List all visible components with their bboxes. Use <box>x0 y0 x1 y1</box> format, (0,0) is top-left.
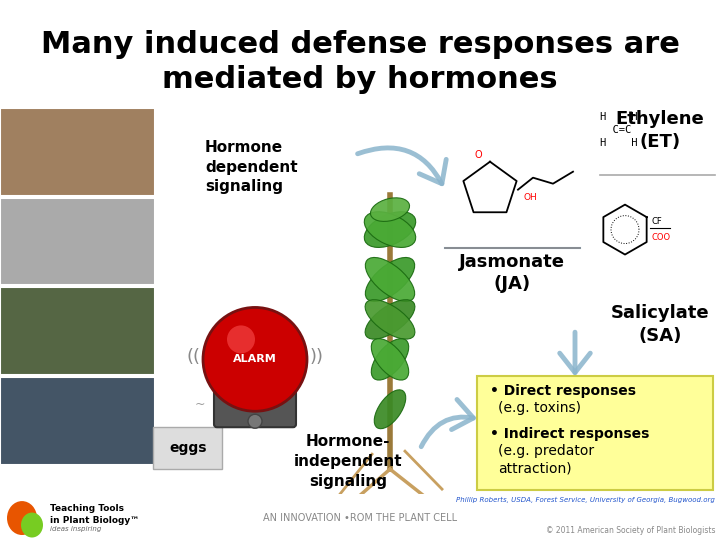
Ellipse shape <box>372 339 409 380</box>
Ellipse shape <box>7 501 37 535</box>
Ellipse shape <box>372 339 409 380</box>
FancyArrowPatch shape <box>559 332 590 373</box>
Text: Ethylene
(ET): Ethylene (ET) <box>616 110 704 151</box>
Text: • Direct responses: • Direct responses <box>490 384 636 399</box>
Text: ((: (( <box>186 348 200 366</box>
Text: ~: ~ <box>194 398 205 411</box>
FancyBboxPatch shape <box>477 376 713 490</box>
Bar <box>0 287 155 375</box>
Circle shape <box>203 307 307 411</box>
Text: Phillip Roberts, USDA, Forest Service, University of Georgia, Bugwood.org: Phillip Roberts, USDA, Forest Service, U… <box>456 497 715 503</box>
Ellipse shape <box>364 212 415 247</box>
Text: ALARM: ALARM <box>233 354 277 364</box>
Text: © 2011 American Society of Plant Biologists: © 2011 American Society of Plant Biologi… <box>546 526 715 535</box>
Text: Hormone
dependent
signaling: Hormone dependent signaling <box>205 140 297 194</box>
Text: • Indirect responses: • Indirect responses <box>490 427 649 441</box>
Text: COO: COO <box>652 233 671 242</box>
Ellipse shape <box>374 390 406 429</box>
Ellipse shape <box>365 300 415 339</box>
Text: OH: OH <box>523 193 536 201</box>
Ellipse shape <box>21 512 43 537</box>
Ellipse shape <box>365 300 415 339</box>
Text: Teaching Tools
in Plant Biology™: Teaching Tools in Plant Biology™ <box>50 504 139 525</box>
Circle shape <box>227 326 255 353</box>
Bar <box>0 198 155 286</box>
Text: O: O <box>474 150 482 160</box>
FancyArrowPatch shape <box>421 400 474 447</box>
Text: AN INNOVATION •ROM THE PLANT CELL: AN INNOVATION •ROM THE PLANT CELL <box>263 513 457 523</box>
Text: CF: CF <box>652 217 662 226</box>
Text: eggs: eggs <box>169 441 207 455</box>
Text: )): )) <box>310 348 324 366</box>
Text: Jasmonate
(JA): Jasmonate (JA) <box>459 253 565 293</box>
Text: (e.g. predator
attraction): (e.g. predator attraction) <box>498 444 594 476</box>
Bar <box>0 108 155 195</box>
FancyArrowPatch shape <box>358 148 446 184</box>
Text: Salicylate
(SA): Salicylate (SA) <box>611 305 709 346</box>
Bar <box>0 377 155 465</box>
Text: ideas inspiring: ideas inspiring <box>50 526 102 532</box>
Ellipse shape <box>365 258 415 301</box>
Ellipse shape <box>371 198 410 221</box>
Ellipse shape <box>365 258 415 301</box>
Text: Many induced defense responses are: Many induced defense responses are <box>40 30 680 59</box>
Circle shape <box>248 414 262 428</box>
FancyBboxPatch shape <box>214 359 296 427</box>
Text: (e.g. toxins): (e.g. toxins) <box>498 401 581 415</box>
Ellipse shape <box>364 212 415 247</box>
FancyBboxPatch shape <box>153 427 222 469</box>
Text: H    H
  C=C
H    H: H H C=C H H <box>600 112 637 148</box>
Text: Hormone-
independent
signaling: Hormone- independent signaling <box>294 434 402 489</box>
Text: mediated by hormones: mediated by hormones <box>162 65 558 94</box>
